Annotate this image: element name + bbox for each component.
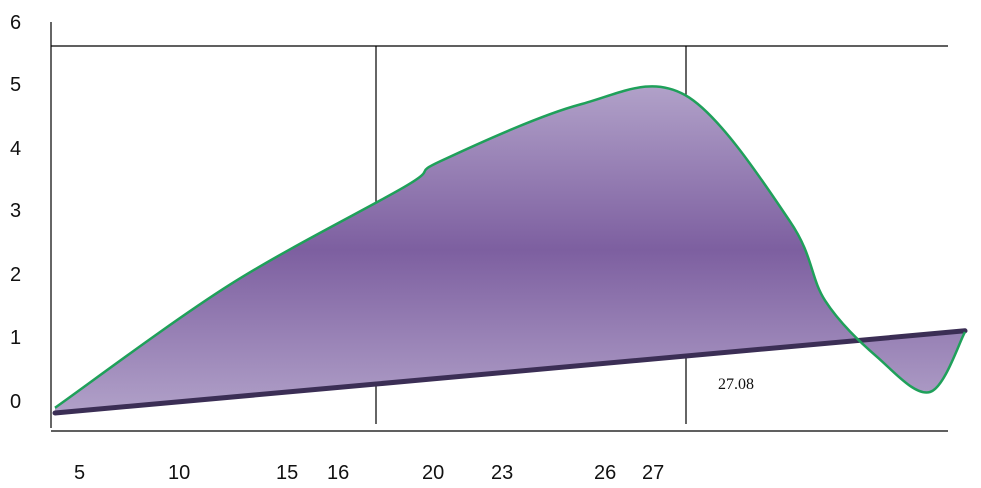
- x-tick-label: 26: [594, 462, 616, 484]
- upper-curve-series: [54, 85, 967, 409]
- point-annotation: 27.08: [718, 376, 754, 393]
- y-tick-label: 1: [10, 327, 21, 349]
- shaded-region: [55, 86, 965, 411]
- y-tick-label: 6: [10, 12, 21, 34]
- x-tick-label: 15: [276, 462, 298, 484]
- x-tick-label: 27: [642, 462, 664, 484]
- y-tick-label: 4: [10, 138, 21, 160]
- y-tick-label: 5: [10, 74, 21, 96]
- y-tick-label: 3: [10, 200, 21, 222]
- x-tick-label: 20: [422, 462, 444, 484]
- lower-line-series: [52, 328, 968, 416]
- x-tick-label: 10: [168, 462, 190, 484]
- x-tick-label: 5: [74, 462, 85, 484]
- y-tick-label: 0: [10, 391, 21, 413]
- y-axis-ticks: 0 1 2 3 4 5 6: [10, 12, 21, 413]
- x-tick-label: 16: [327, 462, 349, 484]
- x-tick-label: 23: [491, 462, 513, 484]
- x-axis-ticks: 5 10 15 16 20 23 26 27: [74, 462, 664, 484]
- y-tick-label: 2: [10, 264, 21, 286]
